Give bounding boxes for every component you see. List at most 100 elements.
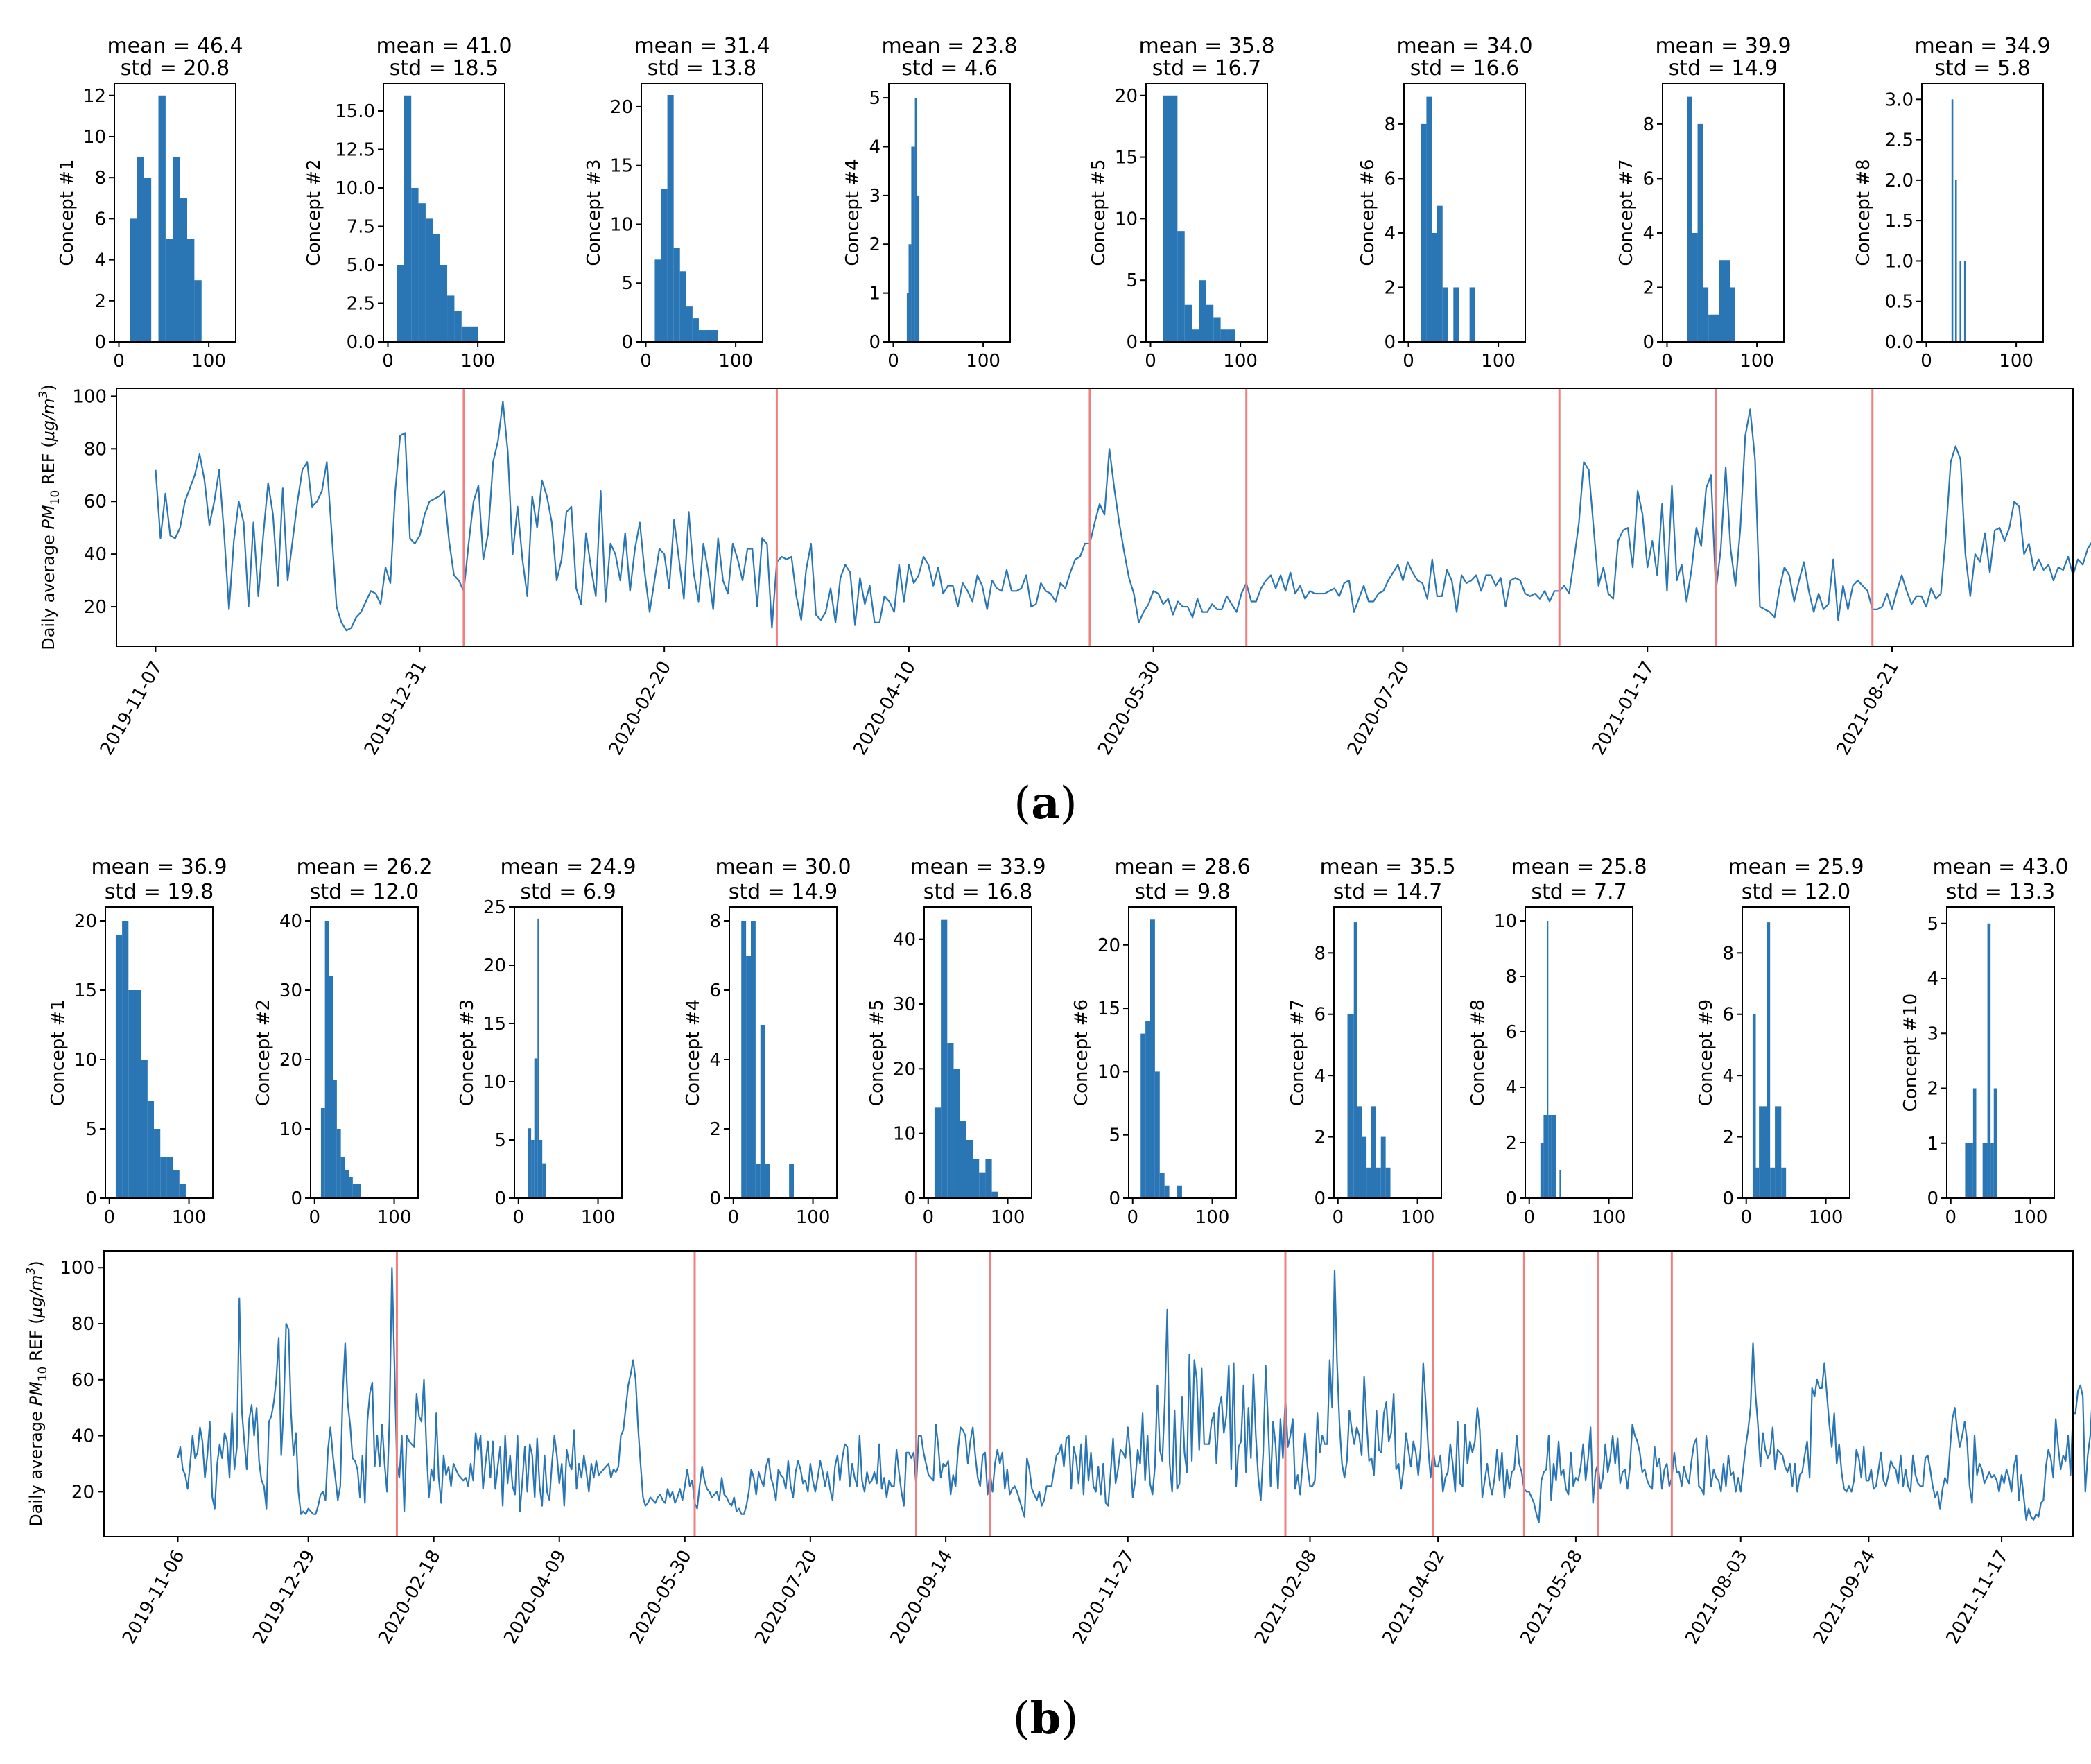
x-tick-label: 0 bbox=[309, 1207, 320, 1228]
y-tick-label: 60 bbox=[84, 492, 107, 512]
y-tick-label: 15 bbox=[483, 1014, 506, 1035]
y-tick-label: 6 bbox=[1642, 168, 1654, 189]
y-tick-label: 6 bbox=[1722, 1005, 1734, 1026]
y-tick-label: 10 bbox=[279, 1119, 302, 1140]
y-tick-label: 3 bbox=[1927, 1023, 1938, 1044]
y-tick-label: 0 bbox=[1642, 332, 1654, 353]
ylabel-unit: μg/m bbox=[39, 398, 58, 442]
histogram-bar bbox=[345, 1170, 349, 1198]
y-tick-label: 10 bbox=[1115, 209, 1138, 230]
histogram-bar bbox=[324, 921, 329, 1198]
ylabel-mid: REF ( bbox=[26, 1317, 46, 1366]
y-tick-label: 6 bbox=[94, 209, 106, 230]
y-tick-label: 12.5 bbox=[335, 139, 375, 160]
x-tick-label: 2021-02-08 bbox=[1251, 1547, 1321, 1648]
y-tick-label: 2 bbox=[869, 234, 880, 255]
histogram-bar bbox=[144, 178, 152, 342]
y-tick-label: 0.5 bbox=[1885, 292, 1914, 313]
x-tick-label: 0 bbox=[113, 351, 125, 372]
histogram-bar bbox=[741, 921, 747, 1198]
histogram-frame bbox=[105, 906, 214, 1199]
histogram-bar bbox=[1184, 304, 1192, 342]
histogram-title-std: std = 12.0 bbox=[310, 880, 419, 904]
y-tick-label: 2.5 bbox=[1885, 130, 1914, 151]
ylabel-subscript: 10 bbox=[36, 1367, 50, 1382]
histogram-title-mean: mean = 28.6 bbox=[1114, 855, 1250, 879]
histogram-title-mean: mean = 35.8 bbox=[1138, 34, 1274, 58]
y-tick-label: 0 bbox=[1927, 1188, 1938, 1209]
histogram-ylabel: Concept #4 bbox=[842, 159, 863, 266]
y-tick-label: 2 bbox=[1927, 1079, 1938, 1100]
x-tick-label: 0 bbox=[640, 351, 652, 372]
histogram-bar bbox=[973, 1159, 980, 1198]
histogram-frame bbox=[1128, 906, 1237, 1199]
histogram-bar bbox=[1755, 1167, 1760, 1198]
histogram-bar bbox=[914, 98, 917, 342]
histogram-bar bbox=[1432, 232, 1437, 342]
histogram-bar bbox=[960, 1121, 966, 1198]
x-tick-label: 0 bbox=[1661, 351, 1673, 372]
x-tick-label: 100 bbox=[1999, 351, 2033, 372]
y-tick-label: 10 bbox=[610, 214, 633, 235]
x-tick-label: 2019-12-29 bbox=[249, 1547, 320, 1648]
y-tick-label: 5 bbox=[869, 88, 880, 109]
histogram-bar bbox=[679, 271, 686, 342]
x-tick-label: 0 bbox=[1523, 1207, 1535, 1228]
ylabel-superscript: 3 bbox=[24, 1268, 38, 1275]
pm10-series-line bbox=[177, 1267, 2091, 1523]
histogram-title-mean: mean = 34.9 bbox=[1914, 34, 2050, 58]
y-tick-label: 8 bbox=[94, 168, 106, 189]
y-tick-label: 40 bbox=[71, 1426, 94, 1447]
x-tick-label: 100 bbox=[1223, 351, 1258, 372]
histogram-bar bbox=[333, 1080, 337, 1198]
histogram-bar bbox=[1987, 923, 1991, 1198]
ylabel-subscript: 10 bbox=[49, 490, 62, 505]
histogram-title-mean: mean = 36.9 bbox=[91, 855, 227, 879]
histogram-frame bbox=[514, 906, 623, 1199]
histogram-title-std: std = 18.5 bbox=[390, 56, 498, 80]
histogram-ylabel: Concept #1 bbox=[48, 999, 69, 1106]
y-tick-label: 0.0 bbox=[347, 332, 375, 353]
histogram-bar bbox=[173, 157, 180, 343]
y-tick-label: 1 bbox=[1927, 1134, 1938, 1155]
y-tick-label: 40 bbox=[279, 911, 302, 932]
histogram-bar bbox=[917, 195, 920, 342]
histogram-title-std: std = 19.8 bbox=[105, 880, 214, 904]
histogram-frame bbox=[1145, 83, 1268, 343]
histogram-title-mean: mean = 26.2 bbox=[296, 855, 432, 879]
y-tick-label: 15.0 bbox=[335, 101, 375, 122]
panel-label-open: ( bbox=[1013, 1693, 1030, 1745]
histogram-frame bbox=[1403, 83, 1526, 343]
histogram-ylabel: Concept #9 bbox=[1696, 999, 1717, 1106]
histogram-bar bbox=[1767, 922, 1771, 1198]
histogram-bar bbox=[667, 94, 674, 343]
histogram-bar bbox=[1164, 1185, 1170, 1198]
histogram-bar bbox=[673, 248, 680, 342]
y-tick-label: 5 bbox=[1927, 914, 1938, 935]
histogram-bar bbox=[539, 1140, 543, 1198]
y-tick-label: 6 bbox=[1505, 1022, 1517, 1043]
y-tick-label: 2.0 bbox=[1885, 171, 1914, 191]
histogram-bar bbox=[947, 1043, 954, 1198]
histogram-ylabel: Concept #3 bbox=[584, 159, 605, 266]
histogram-bar bbox=[906, 293, 909, 342]
x-tick-label: 100 bbox=[191, 351, 226, 372]
histogram-bar bbox=[661, 189, 668, 342]
y-tick-label: 8 bbox=[1314, 943, 1326, 964]
histogram-title-std: std = 14.9 bbox=[729, 880, 838, 904]
histogram-bar bbox=[1362, 1136, 1367, 1198]
histogram-ylabel: Concept #7 bbox=[1616, 159, 1637, 266]
y-tick-label: 1.0 bbox=[1885, 251, 1914, 272]
y-tick-label: 0 bbox=[1722, 1188, 1734, 1209]
histogram-title-std: std = 16.8 bbox=[923, 880, 1032, 904]
timeseries-ylabel: Daily average PM10 REF (μg/m3) bbox=[37, 384, 62, 650]
histogram-title-std: std = 4.6 bbox=[901, 56, 997, 80]
histogram-ylabel: Concept #4 bbox=[683, 999, 704, 1106]
histogram-frame bbox=[310, 906, 419, 1199]
panel-label-letter: a bbox=[1031, 777, 1059, 829]
y-tick-label: 40 bbox=[84, 544, 107, 565]
